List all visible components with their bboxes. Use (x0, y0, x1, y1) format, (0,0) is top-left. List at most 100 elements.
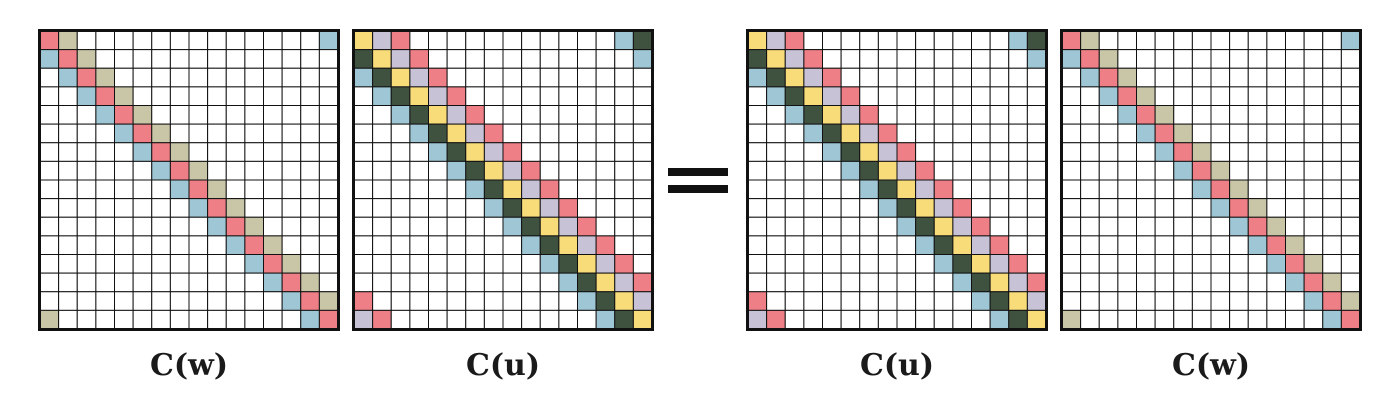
cell-empty (1026, 123, 1047, 144)
cell-empty (1210, 123, 1231, 144)
cell-blue (539, 254, 560, 274)
cell-blue (446, 160, 467, 181)
equals-sign (668, 160, 728, 200)
label-c-u-right: C(u) (859, 348, 935, 383)
cell-empty (747, 216, 768, 237)
cell-blue (409, 123, 429, 144)
cell-empty (1173, 179, 1193, 200)
cell-empty (169, 235, 190, 255)
cell-empty (446, 291, 467, 311)
cell-empty (1266, 291, 1286, 311)
cell-empty (1191, 49, 1212, 69)
cell-empty (747, 198, 768, 218)
cell-empty (952, 49, 972, 69)
cell-empty (1136, 30, 1156, 51)
cell-empty (1303, 30, 1324, 51)
cell-lavender (971, 235, 991, 255)
cell-empty (747, 105, 768, 125)
cell-empty (1266, 105, 1286, 125)
cell-empty (428, 160, 448, 181)
cell-empty (114, 272, 134, 293)
cell-empty (822, 291, 842, 311)
cell-empty (971, 160, 991, 181)
cell-blue (614, 30, 634, 51)
cell-empty (446, 179, 467, 200)
cell-blue (595, 309, 616, 330)
cell-lavender (577, 235, 597, 255)
cell-empty (577, 309, 597, 330)
cell-olive (1322, 272, 1342, 293)
cell-empty (877, 291, 898, 311)
cell-empty (132, 235, 153, 255)
cell-blue (1340, 30, 1361, 51)
cell-empty (822, 309, 842, 330)
cell-empty (300, 123, 320, 144)
cell-empty (1173, 235, 1193, 255)
cell-empty (58, 216, 78, 237)
cell-empty (1210, 49, 1231, 69)
cell-empty (483, 235, 504, 255)
cell-empty (614, 123, 634, 144)
cell-empty (1266, 30, 1286, 51)
cell-empty (1210, 86, 1231, 106)
cell-empty (521, 105, 541, 125)
cell-olive (207, 179, 227, 200)
cell-empty (263, 142, 283, 162)
cell-blue (896, 216, 917, 237)
cell-blue (372, 86, 392, 106)
cell-empty (577, 86, 597, 106)
cell-dark (766, 67, 786, 88)
cell-pink (877, 123, 898, 144)
cell-empty (1191, 105, 1212, 125)
cell-pink (372, 309, 392, 330)
cell-empty (76, 309, 97, 330)
cell-empty (747, 86, 768, 106)
cell-empty (1026, 105, 1047, 125)
cell-empty (1322, 49, 1342, 69)
cell-empty (1229, 272, 1249, 293)
cell-empty (971, 49, 991, 69)
cell-empty (803, 160, 823, 181)
cell-empty (39, 291, 60, 311)
cell-empty (1080, 235, 1100, 255)
cell-dark (915, 216, 935, 237)
cell-pink (169, 160, 190, 181)
cell-empty (840, 216, 861, 237)
cell-blue (971, 291, 991, 311)
cell-lavender (483, 142, 504, 162)
cell-empty (989, 179, 1010, 200)
cell-blue (822, 142, 842, 162)
cell-empty (409, 309, 429, 330)
cell-empty (989, 160, 1010, 181)
cell-empty (1098, 235, 1119, 255)
cell-empty (372, 160, 392, 181)
cell-empty (263, 105, 283, 125)
cell-empty (502, 254, 523, 274)
cell-empty (39, 86, 60, 106)
cell-empty (207, 291, 227, 311)
cell-empty (188, 291, 209, 311)
cell-empty (859, 30, 879, 51)
cell-empty (558, 49, 578, 69)
cell-dark (409, 105, 429, 125)
cell-empty (952, 291, 972, 311)
cell-pink (1322, 291, 1342, 311)
cell-dark (952, 254, 972, 274)
cell-blue (132, 142, 153, 162)
cell-empty (188, 272, 209, 293)
cell-empty (1229, 309, 1249, 330)
cell-yellow (803, 86, 823, 106)
cell-pink (614, 254, 634, 274)
cell-empty (840, 198, 861, 218)
cell-blue (390, 105, 411, 125)
cell-empty (539, 142, 560, 162)
cell-empty (989, 86, 1010, 106)
cell-empty (446, 49, 467, 69)
cell-empty (169, 67, 190, 88)
cell-lavender (502, 160, 523, 181)
cell-empty (933, 105, 954, 125)
cell-yellow (539, 216, 560, 237)
cell-empty (859, 86, 879, 106)
cell-empty (1080, 86, 1100, 106)
cell-empty (1061, 123, 1082, 144)
